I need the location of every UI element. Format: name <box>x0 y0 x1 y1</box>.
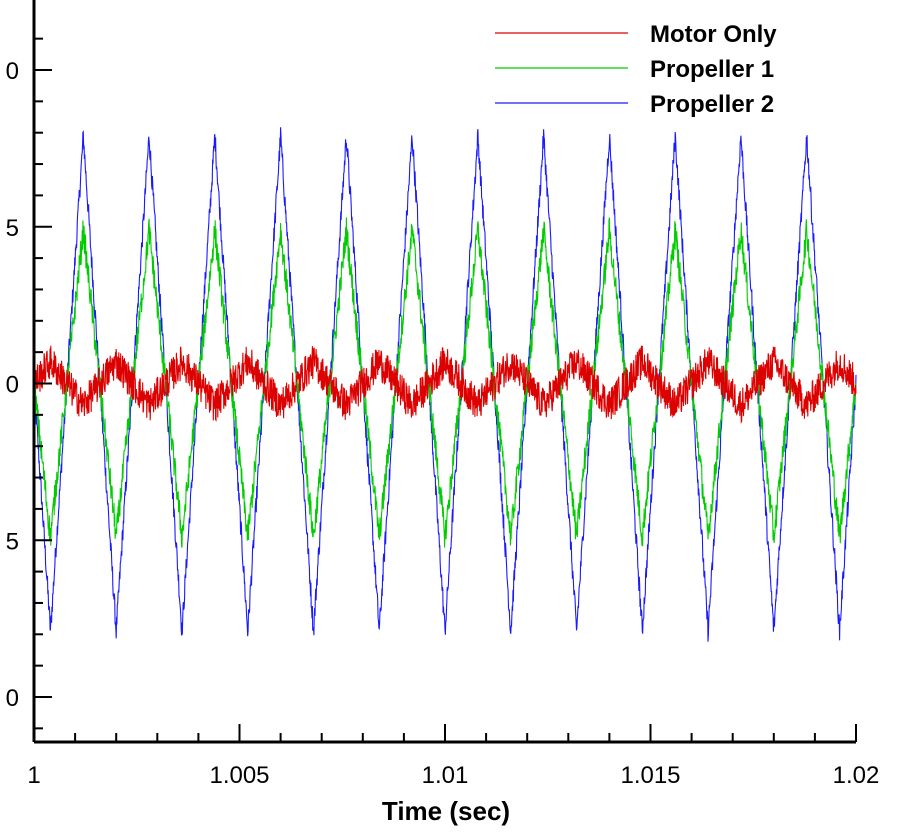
y-tick-label: 0 <box>6 372 19 399</box>
x-tick-label: 1 <box>27 762 40 789</box>
x-tick-label: 1.01 <box>422 762 469 789</box>
series-line-3 <box>33 127 857 642</box>
y-tick-label: 0 <box>6 685 19 712</box>
axes-layer: 0 5 0 5 0 1 1.005 1.01 1.015 1.02 <box>6 0 880 789</box>
y-tick-label: 5 <box>6 215 19 242</box>
legend-label-2: Propeller 1 <box>650 56 774 83</box>
x-tick-label: 1.015 <box>620 762 680 789</box>
series-line-1 <box>33 345 857 424</box>
x-tick-label: 1.005 <box>209 762 269 789</box>
series-layer <box>33 127 857 642</box>
legend-label-1: Motor Only <box>650 21 777 48</box>
y-tick-label: 5 <box>6 528 19 555</box>
y-tick-label: 0 <box>6 58 19 85</box>
legend-label-3: Propeller 2 <box>650 91 774 118</box>
x-axis-title: Time (sec) <box>382 796 510 826</box>
legend: Motor Only Propeller 1 Propeller 2 <box>495 21 777 118</box>
series-line-2 <box>33 217 857 548</box>
x-tick-label: 1.02 <box>833 762 880 789</box>
